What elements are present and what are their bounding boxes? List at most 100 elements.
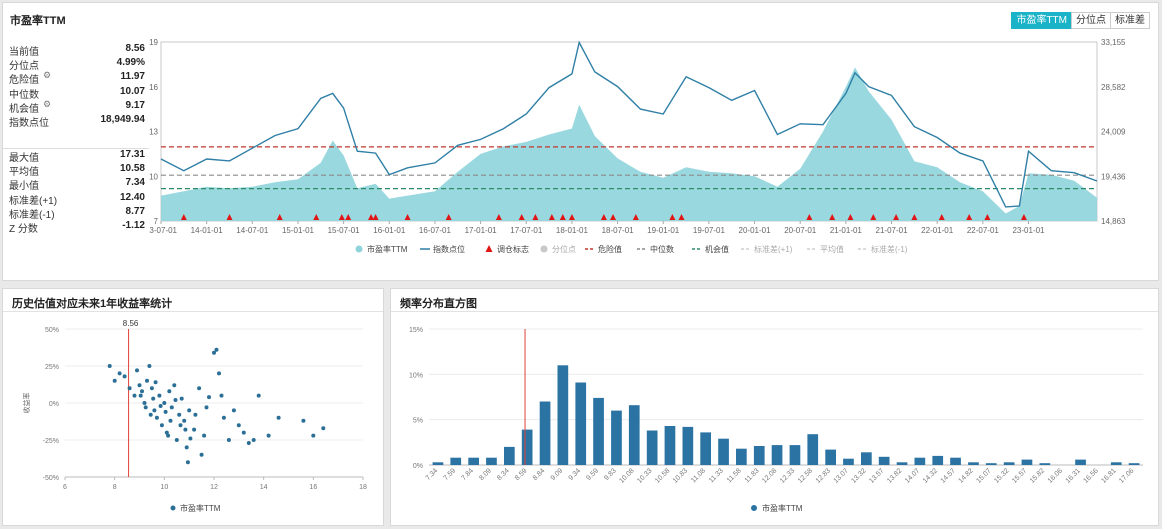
histogram-bar [950,457,961,465]
x-tick-label: 11.83 [744,467,761,484]
y-left-tick-label: 13 [149,128,158,137]
x-tick-label: 16-07-01 [419,226,452,235]
tab-std-dev[interactable]: 标准差 [1110,12,1150,29]
scatter-point [140,389,144,394]
adjust-marker [313,214,320,220]
stat-label: 标准差(+1) [9,195,58,207]
stat-label: 标准差(-1) [9,209,55,221]
stat-value: 9.17 [125,99,145,111]
scatter-point [148,412,153,417]
legend-label: 调仓标志 [497,244,529,254]
scatter-point [153,380,158,385]
adjust-marker [372,214,379,220]
scatter-point [145,378,149,383]
stat-label: 中位数 [9,89,39,101]
tab-percentile[interactable]: 分位点 [1071,12,1111,29]
adjust-marker [669,214,676,220]
scatter-point [236,423,241,428]
x-tick-label: 16-01-01 [373,226,406,235]
scatter-point [173,398,178,402]
scatter-point [169,405,174,410]
stat-value: -1.12 [122,220,145,231]
x-tick-label: 8.59 [514,467,529,482]
scatter-point [226,438,231,442]
x-tick-label: 8.34 [496,467,511,482]
adjust-marker [345,214,352,220]
stat-row: 中位数 10.07 [9,86,145,101]
stat-row: 当前值 8.56 [9,43,145,58]
x-tick-label: 16.31 [1065,467,1082,484]
stat-row: Z 分数 -1.12 [9,220,145,235]
x-tick-label: 14-07-01 [236,226,269,235]
histogram-bar [432,462,444,465]
histogram-bar [521,429,533,465]
y-right-tick-label: 33,155 [1101,38,1126,47]
x-tick-label: 23-01-01 [1012,226,1045,235]
x-tick-label: 12.08 [761,467,778,484]
x-tick-label: 18 [359,484,367,491]
x-tick-label: 9.59 [585,467,600,482]
adjust-marker [984,214,991,220]
scatter-point [143,405,148,410]
scatter-point [199,452,204,457]
histogram-bar [1128,463,1140,465]
x-tick-label: 13.57 [868,467,885,484]
x-tick-label: 17-07-01 [510,226,543,235]
scatter-point [311,433,316,438]
histogram-bar [843,458,854,465]
x-tick-label: 15.57 [1011,467,1028,484]
scatter-point [167,389,172,394]
stat-value: 17.31 [119,149,145,160]
gear-icon[interactable]: ⚙ [43,70,52,81]
histogram-bar [736,448,747,465]
x-tick-label: 6 [63,484,67,491]
stat-value: 11.97 [120,71,145,83]
legend-label: 标准差(+1) [754,244,793,254]
scatter-point [192,427,197,432]
valuation-panel: 市盈率TTM 市盈率TTM 分位点 标准差 当前值 8.56 分位点 4.99% 危险值… [2,2,1159,281]
x-tick-label: 19-01-01 [647,226,680,235]
scatter-point [164,430,169,435]
histogram-bar [1075,459,1086,465]
x-tick-label: 8.09 [478,467,493,482]
scatter-point [168,418,173,423]
x-tick-label: 7.59 [443,467,458,482]
scatter-point [138,393,143,398]
x-tick-label: 20-01-01 [739,226,772,235]
tab-pe-ttm[interactable]: 市盈率TTM [1011,12,1072,29]
x-tick-label: 14 [260,484,268,491]
x-tick-label: 18-07-01 [602,226,635,235]
x-tick-label: 15.82 [1029,467,1046,484]
pe-index-chart: 19 16 13 10 7 33,155 28,582 24,009 19,436 14,863 1… [149,38,1126,254]
legend-marker [170,505,176,511]
x-tick-label: 12.83 [815,467,832,484]
y-axis-label: 收益率 [22,393,31,414]
adjust-marker [338,214,345,220]
scatter-point [162,401,167,405]
y-right-tick-label: 14,863 [1101,217,1126,226]
histogram-chart: 15%10%5%0%7.34 7.59 7.84 8.09 8.34 8.59 8.84 9.… [409,327,1143,513]
scatter-point [135,368,139,373]
legend-label: 市盈率TTM [762,503,803,513]
scatter-point [122,374,127,379]
adjust-marker [532,214,539,220]
scatter-point [172,383,177,388]
header-divider [391,311,1158,312]
adjust-marker [632,214,639,220]
y-tick-label: 50% [45,327,59,334]
x-tick-label: 10.83 [672,467,689,484]
x-tick-label: 17-01-01 [465,226,498,235]
scatter-point [154,415,159,420]
adjust-marker [368,214,375,220]
y-tick-label: 0% [413,463,423,470]
x-tick-label: 9.83 [603,467,618,482]
x-tick-label: 7.34 [425,467,440,482]
pe-ttm-area [161,67,1097,222]
scatter-point [187,408,192,413]
stat-row: 标准差(-1) 8.77 [9,206,145,221]
histogram-bar [1003,462,1015,465]
x-tick-label: 15-01-01 [282,226,315,235]
gear-icon[interactable]: ⚙ [43,98,52,109]
legend-marker [485,245,493,252]
stat-value: 18,949.94 [100,114,146,125]
